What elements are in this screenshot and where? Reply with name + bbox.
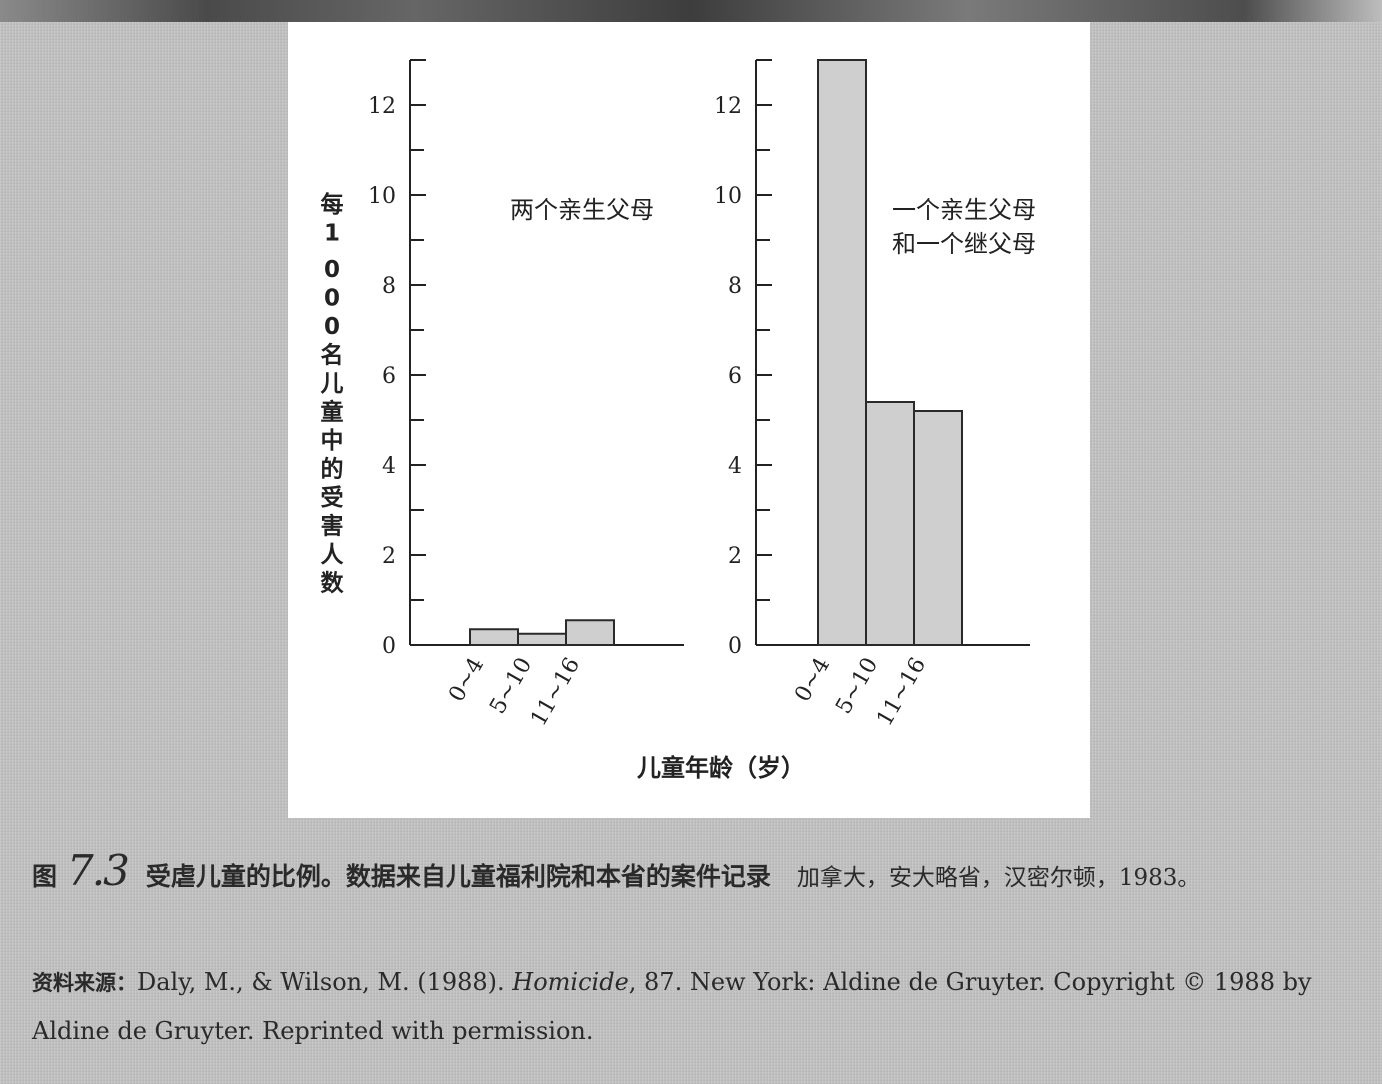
series-label: 一个亲生父母 xyxy=(892,196,1036,224)
series-label: 两个亲生父母 xyxy=(510,196,654,224)
y-tick-label: 0 xyxy=(382,634,396,659)
caption-title: 受虐儿童的比例。数据来自儿童福利院和本省的案件记录 xyxy=(145,862,771,891)
y-tick-label: 2 xyxy=(382,544,396,569)
y-tick-label: 8 xyxy=(728,274,742,299)
bar-charts: 0246810120~45~1011~16两个亲生父母0246810120~45… xyxy=(321,59,1036,782)
source-label: 资料来源： xyxy=(32,970,137,995)
bar xyxy=(817,59,867,646)
y-tick-label: 2 xyxy=(728,544,742,569)
caption-label: 图 xyxy=(32,862,58,891)
y-tick-label: 0 xyxy=(728,634,742,659)
y-tick-label: 12 xyxy=(714,94,742,119)
bar xyxy=(565,619,615,646)
bar xyxy=(865,401,915,646)
figure-caption: 图 7.3 受虐儿童的比例。数据来自儿童福利院和本省的案件记录 加拿大，安大略省，汉密… xyxy=(32,848,1352,901)
y-axis-label-char: 童 xyxy=(321,399,344,426)
y-axis-label-char: 的 xyxy=(321,456,344,483)
bar xyxy=(517,632,567,646)
y-axis-label-char: 0 xyxy=(324,314,340,340)
figure-panel: 0 2 4 6 8 10 12 0~4 5~10 11~16 两个亲生父母 0 2 4 6 8 10 12 0~4 5… xyxy=(288,22,1090,818)
y-axis-label-char: 每 xyxy=(321,191,344,218)
y-axis-label-char: 数 xyxy=(321,571,345,597)
y-axis-label-char: 名 xyxy=(321,342,344,369)
y-axis-label-char: 1 xyxy=(324,221,340,247)
y-tick-label: 4 xyxy=(382,454,396,479)
x-axis-label: 儿童年龄（岁） xyxy=(637,754,805,782)
source-post: , 87. New York: Aldine de Gruyter. Copyr… xyxy=(32,968,1312,1045)
y-tick-label: 6 xyxy=(728,364,742,389)
source-title: Homicide xyxy=(512,968,629,996)
caption-number: 7.3 xyxy=(67,846,130,895)
top-photo-strip xyxy=(0,0,1382,22)
y-tick-label: 6 xyxy=(382,364,396,389)
y-tick-label: 12 xyxy=(368,94,396,119)
series-label: 和一个继父母 xyxy=(892,230,1036,258)
y-axis-label-char: 0 xyxy=(324,257,340,283)
y-axis-label-char: 人 xyxy=(321,542,345,568)
x-tick-label: 0~4 xyxy=(444,654,489,707)
x-tick-label: 5~10 xyxy=(831,654,883,719)
bar xyxy=(913,410,963,646)
y-tick-label: 10 xyxy=(714,184,742,209)
y-axis-label-char: 儿 xyxy=(321,371,344,397)
source-pre: Daly, M., & Wilson, M. (1988). xyxy=(137,968,513,996)
y-axis-label-char: 受 xyxy=(321,484,344,511)
y-tick-label: 4 xyxy=(728,454,742,479)
y-axis-label-char: 中 xyxy=(321,428,344,454)
y-axis-label-char: 0 xyxy=(324,286,340,312)
y-axis-label-char: 害 xyxy=(321,513,344,540)
source-citation: 资料来源：Daly, M., & Wilson, M. (1988). Homi… xyxy=(32,958,1352,1055)
y-tick-label: 8 xyxy=(382,274,396,299)
x-tick-label: 5~10 xyxy=(485,654,537,719)
x-tick-label: 0~4 xyxy=(790,654,835,707)
y-tick-label: 10 xyxy=(368,184,396,209)
bar xyxy=(469,628,519,646)
caption-place: 加拿大，安大略省，汉密尔顿，1983。 xyxy=(796,865,1201,891)
